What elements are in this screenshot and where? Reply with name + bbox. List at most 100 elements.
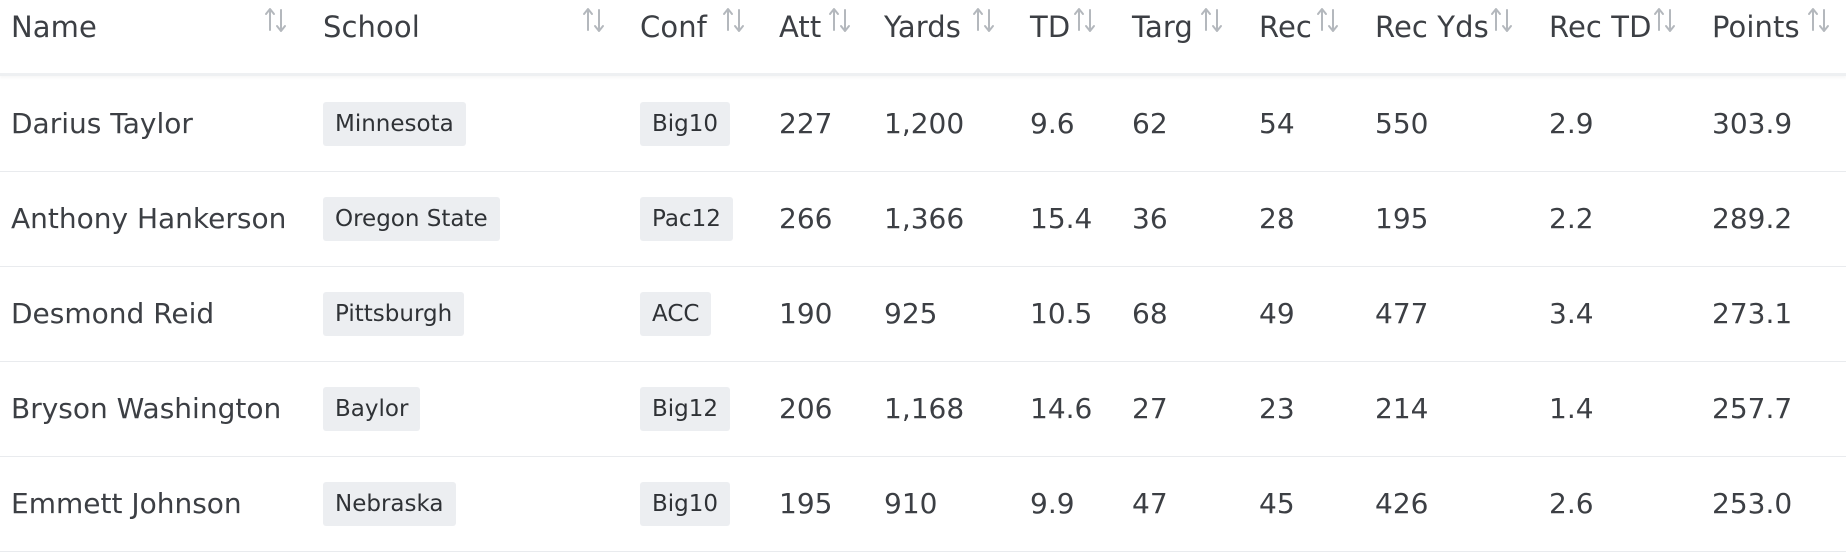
cell-att: 195 xyxy=(779,487,833,520)
column-header-name[interactable]: Name xyxy=(11,0,97,54)
school-badge: Oregon State xyxy=(323,196,500,241)
cell-rec-yds: 195 xyxy=(1375,202,1429,235)
cell-points: 253.0 xyxy=(1712,487,1793,520)
cell-rec-td: 2.9 xyxy=(1549,107,1594,140)
column-header-label: TD xyxy=(1030,10,1071,44)
sort-arrows-icon[interactable] xyxy=(1653,6,1677,34)
cell-rec: 45 xyxy=(1259,487,1295,520)
column-header-label: Points xyxy=(1712,10,1800,44)
cell-points: 257.7 xyxy=(1712,392,1793,425)
column-header-att[interactable]: Att xyxy=(779,0,821,54)
cell-rec: 28 xyxy=(1259,202,1295,235)
cell-name: Emmett Johnson xyxy=(11,487,242,520)
column-header-label: Rec TD xyxy=(1549,10,1652,44)
cell-targ: 47 xyxy=(1132,487,1168,520)
cell-targ: 62 xyxy=(1132,107,1168,140)
table-row[interactable]: Darius Taylor Minnesota Big10 227 1,200 9.6 62… xyxy=(0,76,1846,172)
cell-name: Bryson Washington xyxy=(11,392,282,425)
column-header-label: Name xyxy=(11,10,97,44)
cell-yards: 910 xyxy=(884,487,938,520)
column-header-label: Rec Yds xyxy=(1375,10,1489,44)
cell-rec-yds: 426 xyxy=(1375,487,1429,520)
column-header-label: Yards xyxy=(884,10,961,44)
sort-arrows-icon[interactable] xyxy=(1200,6,1224,34)
sort-arrows-icon[interactable] xyxy=(264,6,288,34)
table-header: Name School Conf Att Yards TD Targ Rec Rec Yds Re… xyxy=(0,0,1846,76)
cell-conf: Big10 xyxy=(640,76,731,171)
column-header-points[interactable]: Points xyxy=(1712,0,1800,54)
school-badge: Baylor xyxy=(323,386,421,431)
cell-school: Pittsburgh xyxy=(323,266,465,361)
cell-rec-td: 1.4 xyxy=(1549,392,1594,425)
cell-targ: 27 xyxy=(1132,392,1168,425)
cell-rec-yds: 550 xyxy=(1375,107,1429,140)
cell-school: Oregon State xyxy=(323,171,500,266)
cell-conf: ACC xyxy=(640,266,712,361)
conf-badge: Big10 xyxy=(640,481,731,526)
column-header-conf[interactable]: Conf xyxy=(640,0,707,54)
cell-school: Nebraska xyxy=(323,456,456,551)
column-header-school[interactable]: School xyxy=(323,0,420,54)
cell-school: Baylor xyxy=(323,361,421,456)
column-header-rec-yds[interactable]: Rec Yds xyxy=(1375,0,1489,54)
cell-td: 9.9 xyxy=(1030,487,1075,520)
table-row[interactable]: Bryson Washington Baylor Big12 206 1,168 14.6… xyxy=(0,361,1846,457)
cell-yards: 1,200 xyxy=(884,107,965,140)
column-header-td[interactable]: TD xyxy=(1030,0,1070,54)
cell-rec-td: 3.4 xyxy=(1549,297,1594,330)
conf-badge: Pac12 xyxy=(640,196,733,241)
column-header-yards[interactable]: Yards xyxy=(884,0,961,54)
cell-rec-td: 2.6 xyxy=(1549,487,1594,520)
cell-rec-td: 2.2 xyxy=(1549,202,1594,235)
cell-rec: 49 xyxy=(1259,297,1295,330)
sort-arrows-icon[interactable] xyxy=(1490,6,1514,34)
column-header-label: School xyxy=(323,10,420,44)
sort-arrows-icon[interactable] xyxy=(1073,6,1097,34)
cell-td: 10.5 xyxy=(1030,297,1093,330)
cell-att: 266 xyxy=(779,202,833,235)
school-badge: Nebraska xyxy=(323,481,456,526)
column-header-label: Rec xyxy=(1259,10,1312,44)
cell-att: 190 xyxy=(779,297,833,330)
cell-conf: Big10 xyxy=(640,456,731,551)
column-header-rec-td[interactable]: Rec TD xyxy=(1549,0,1652,54)
column-header-targ[interactable]: Targ xyxy=(1132,0,1193,54)
cell-targ: 68 xyxy=(1132,297,1168,330)
conf-badge: Big12 xyxy=(640,386,731,431)
column-header-label: Targ xyxy=(1132,10,1193,44)
cell-rec: 23 xyxy=(1259,392,1295,425)
cell-td: 14.6 xyxy=(1030,392,1093,425)
cell-yards: 925 xyxy=(884,297,938,330)
cell-att: 206 xyxy=(779,392,833,425)
cell-school: Minnesota xyxy=(323,76,466,171)
school-badge: Pittsburgh xyxy=(323,291,465,336)
cell-points: 303.9 xyxy=(1712,107,1793,140)
conf-badge: ACC xyxy=(640,291,712,336)
cell-targ: 36 xyxy=(1132,202,1168,235)
column-header-label: Att xyxy=(779,10,822,44)
cell-yards: 1,168 xyxy=(884,392,965,425)
cell-name: Desmond Reid xyxy=(11,297,215,330)
table-row[interactable]: Desmond Reid Pittsburgh ACC 190 925 10.5 68 49 4… xyxy=(0,266,1846,362)
cell-yards: 1,366 xyxy=(884,202,965,235)
sort-arrows-icon[interactable] xyxy=(828,6,852,34)
sort-arrows-icon[interactable] xyxy=(1807,6,1831,34)
column-header-label: Conf xyxy=(640,10,707,44)
cell-name: Anthony Hankerson xyxy=(11,202,287,235)
sort-arrows-icon[interactable] xyxy=(972,6,996,34)
cell-td: 9.6 xyxy=(1030,107,1075,140)
sort-arrows-icon[interactable] xyxy=(722,6,746,34)
cell-td: 15.4 xyxy=(1030,202,1093,235)
table-row[interactable]: Emmett Johnson Nebraska Big10 195 910 9.9 47 45… xyxy=(0,456,1846,552)
column-header-rec[interactable]: Rec xyxy=(1259,0,1312,54)
cell-points: 273.1 xyxy=(1712,297,1793,330)
sort-arrows-icon[interactable] xyxy=(1316,6,1340,34)
cell-conf: Pac12 xyxy=(640,171,733,266)
sort-arrows-icon[interactable] xyxy=(582,6,606,34)
cell-rec: 54 xyxy=(1259,107,1295,140)
table-row[interactable]: Anthony Hankerson Oregon State Pac12 266 1,3… xyxy=(0,171,1846,267)
cell-att: 227 xyxy=(779,107,833,140)
cell-points: 289.2 xyxy=(1712,202,1793,235)
conf-badge: Big10 xyxy=(640,101,731,146)
